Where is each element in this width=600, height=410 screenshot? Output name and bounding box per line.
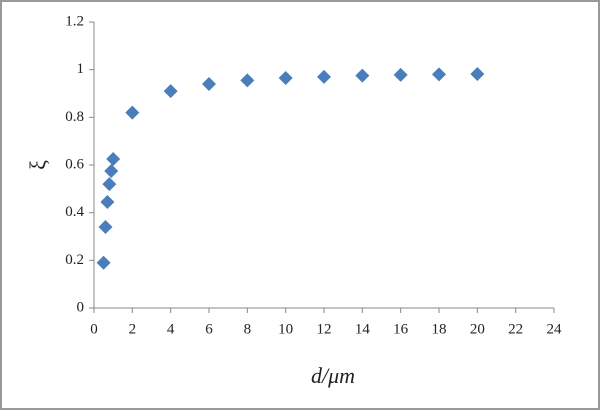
y-tick-label: 0 [77,299,85,315]
x-tick-label: 14 [355,321,371,337]
x-tick-label: 18 [432,321,447,337]
data-point [125,105,140,120]
y-tick-label: 1.2 [65,13,84,29]
x-tick-label: 4 [167,321,175,337]
y-tick-label: 0.6 [65,156,84,172]
x-tick-label: 2 [129,321,137,337]
data-point [96,255,111,270]
x-tick-label: 16 [393,321,409,337]
x-axis-label: d/μm [311,363,355,388]
y-axis-label: ξ [25,160,50,170]
data-point [393,67,408,82]
data-point [163,84,178,99]
y-tick-label: 0.2 [65,252,84,268]
x-tick-label: 22 [508,321,523,337]
data-point [106,152,121,167]
data-point [98,219,113,234]
x-tick-label: 20 [470,321,485,337]
x-tick-label: 6 [205,321,213,337]
y-tick-label: 0.8 [65,109,84,125]
x-tick-label: 0 [90,321,98,337]
data-point [355,68,370,83]
data-point [104,163,119,178]
data-point [202,76,216,91]
data-point [100,194,115,209]
x-tick-label: 8 [244,321,252,337]
x-tick-label: 24 [547,321,563,337]
x-tick-label: 12 [317,321,332,337]
data-point [278,71,293,86]
y-tick-label: 0.4 [65,204,84,220]
data-point [432,67,446,82]
data-point [240,73,255,88]
y-tick-label: 1 [77,61,85,77]
data-point [470,66,485,81]
data-point [102,177,117,192]
data-point [317,69,331,84]
x-tick-label: 10 [278,321,293,337]
